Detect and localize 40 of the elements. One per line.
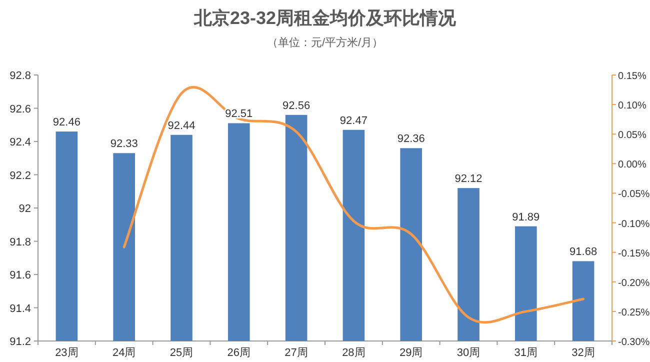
data-label: 92.44: [168, 120, 196, 132]
y-tick-label: 91.8: [10, 236, 31, 248]
y2-tick-label: 0.15%: [618, 71, 646, 82]
data-label: 92.36: [397, 133, 425, 146]
x-tick-label: 30周: [456, 347, 480, 359]
data-label: 91.68: [570, 246, 598, 258]
y-tick-label: 92.2: [10, 170, 31, 182]
x-tick-label: 27周: [284, 347, 308, 359]
x-tick-label: 28周: [342, 347, 366, 359]
y-tick-label: 92.6: [10, 103, 31, 116]
y2-tick-label: -0.25%: [618, 307, 650, 318]
y2-tick-label: -0.15%: [618, 248, 650, 260]
y-tick-label: 91.2: [10, 336, 31, 348]
y2-tick-label: 0.10%: [618, 100, 646, 112]
data-label: 92.46: [52, 116, 80, 129]
y2-tick-label: 0.05%: [618, 130, 646, 142]
y2-tick-label: -0.20%: [618, 278, 650, 289]
y2-tick-label: 0.00%: [618, 160, 646, 171]
x-tick-label: 31周: [514, 347, 538, 359]
x-tick-label: 24周: [112, 347, 136, 359]
data-label: 92.56: [282, 100, 310, 112]
x-tick-label: 23周: [55, 347, 78, 359]
y-tick-label: 91.4: [10, 302, 31, 315]
data-label: 92.12: [454, 173, 482, 186]
x-tick-label: 29周: [399, 347, 423, 359]
data-label: 92.33: [110, 138, 138, 150]
y-tick-label: 92.8: [10, 70, 31, 82]
x-tick-label: 25周: [170, 347, 194, 359]
y2-tick-label: -0.05%: [618, 189, 650, 200]
chart-title: 北京23-32周租金均价及环比情况: [192, 8, 458, 28]
y-tick-label: 91.6: [10, 270, 31, 282]
data-label: 92.47: [340, 114, 368, 127]
chart-subtitle: （单位：元/平方米/月）: [266, 36, 384, 49]
y-tick-label: 92.4: [10, 136, 31, 148]
x-tick-label: 32周: [572, 347, 595, 359]
data-label: 91.89: [512, 211, 540, 224]
x-tick-label: 26周: [227, 347, 251, 359]
y2-tick-label: -0.10%: [618, 218, 650, 230]
y-tick-label: 92: [18, 203, 31, 215]
y2-tick-label: -0.30%: [618, 337, 650, 348]
